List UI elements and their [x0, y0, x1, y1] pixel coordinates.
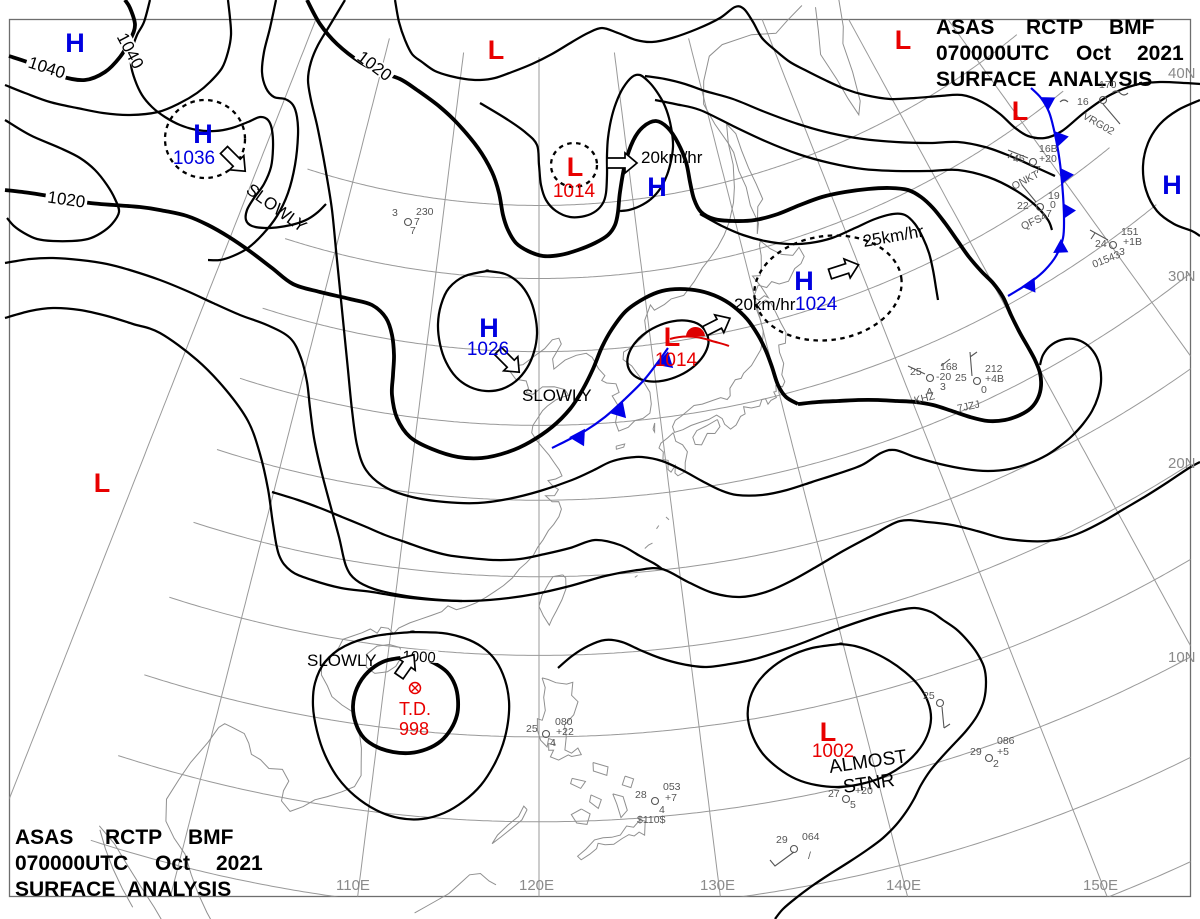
svg-text:1014: 1014	[655, 350, 698, 371]
svg-text:SURFACE: SURFACE	[15, 878, 115, 901]
svg-text:16: 16	[1077, 96, 1089, 108]
svg-text:L: L	[664, 322, 681, 352]
svg-text:+22: +22	[556, 726, 574, 738]
svg-text:4: 4	[550, 737, 556, 749]
svg-text:L: L	[488, 35, 505, 65]
svg-text:1024: 1024	[795, 294, 838, 315]
svg-text:20N: 20N	[1168, 455, 1196, 472]
svg-text:22: 22	[1017, 200, 1029, 212]
svg-text:H: H	[479, 313, 499, 343]
svg-text:BMF: BMF	[1109, 16, 1155, 39]
svg-text:H: H	[65, 28, 85, 58]
svg-text:BMF: BMF	[188, 826, 234, 849]
svg-text:25: 25	[910, 366, 922, 378]
svg-text:H: H	[647, 172, 667, 202]
svg-text:SLOWLY: SLOWLY	[522, 386, 592, 405]
svg-text:L: L	[895, 25, 912, 55]
svg-text:7: 7	[1035, 164, 1041, 176]
svg-text:/: /	[808, 850, 811, 862]
svg-text:070000UTC: 070000UTC	[15, 852, 128, 875]
svg-text:27: 27	[828, 788, 840, 800]
svg-text:3: 3	[940, 381, 946, 393]
svg-text:3: 3	[392, 207, 398, 219]
svg-text:7: 7	[1046, 208, 1052, 220]
svg-text:H: H	[193, 119, 213, 149]
svg-text:064: 064	[802, 831, 820, 843]
svg-text:2: 2	[993, 758, 999, 770]
svg-text:1014: 1014	[553, 181, 596, 202]
svg-text:+7: +7	[665, 792, 677, 804]
svg-text:45: 45	[1013, 153, 1025, 165]
svg-text:+20: +20	[1039, 153, 1057, 165]
svg-text:A: A	[926, 386, 933, 398]
svg-text:24: 24	[1095, 238, 1107, 250]
svg-text:1036: 1036	[173, 148, 215, 169]
svg-text:-20: -20	[936, 371, 951, 383]
svg-text:ANALYSIS: ANALYSIS	[127, 878, 231, 901]
svg-text:SLOWLY: SLOWLY	[307, 651, 377, 670]
svg-text:16B: 16B	[1039, 143, 1058, 155]
svg-text:3: 3	[1119, 246, 1125, 258]
svg-text:+5: +5	[997, 746, 1009, 758]
svg-text:RCTP: RCTP	[105, 826, 162, 849]
svg-text:080: 080	[555, 716, 573, 728]
svg-text:SURFACE: SURFACE	[936, 68, 1036, 91]
svg-text:7: 7	[410, 225, 416, 237]
svg-text:40N: 40N	[1168, 65, 1196, 82]
svg-text:KHZ: KHZ	[913, 390, 937, 407]
svg-text:150E: 150E	[1083, 877, 1118, 894]
svg-text:212: 212	[985, 363, 1003, 375]
svg-text:ASAS: ASAS	[936, 16, 994, 39]
svg-text:Oct: Oct	[155, 852, 190, 875]
svg-text:0: 0	[981, 384, 987, 396]
svg-text:120E: 120E	[519, 877, 554, 894]
svg-text:7JZJ: 7JZJ	[956, 398, 981, 414]
svg-text:RCTP: RCTP	[1026, 16, 1083, 39]
svg-text:H: H	[794, 266, 814, 296]
svg-text:070000UTC: 070000UTC	[936, 42, 1049, 65]
svg-text:L: L	[567, 152, 584, 182]
svg-text:5: 5	[850, 799, 856, 811]
svg-text:Oct: Oct	[1076, 42, 1111, 65]
svg-text:7: 7	[414, 216, 420, 228]
svg-text:L: L	[820, 717, 837, 747]
svg-text:+20: +20	[855, 785, 873, 797]
svg-text:25: 25	[526, 723, 538, 735]
svg-text:29: 29	[776, 834, 788, 846]
svg-text:+4B: +4B	[985, 373, 1004, 385]
svg-text:25: 25	[955, 372, 967, 384]
svg-text:2021: 2021	[216, 852, 263, 875]
svg-text:+1B: +1B	[1123, 236, 1142, 248]
svg-text:1026: 1026	[467, 339, 509, 360]
svg-text:ANALYSIS: ANALYSIS	[1048, 68, 1152, 91]
svg-text:110E: 110E	[336, 877, 370, 894]
svg-text:T.D.: T.D.	[399, 699, 431, 719]
svg-text:20km/hr: 20km/hr	[641, 148, 703, 167]
svg-text:L: L	[94, 468, 111, 498]
svg-text:130E: 130E	[700, 877, 735, 894]
svg-text:ASAS: ASAS	[15, 826, 73, 849]
svg-text:H: H	[1162, 170, 1182, 200]
svg-text:L: L	[1012, 96, 1029, 126]
svg-text:998: 998	[399, 719, 429, 739]
svg-text:30N: 30N	[1168, 268, 1196, 285]
svg-text:25: 25	[923, 690, 935, 702]
svg-text:10N: 10N	[1168, 649, 1196, 666]
svg-text:4: 4	[659, 804, 665, 816]
svg-text:230: 230	[416, 206, 434, 218]
svg-text:19: 19	[1048, 190, 1060, 202]
svg-text:140E: 140E	[886, 877, 921, 894]
svg-text:0: 0	[1050, 199, 1056, 211]
svg-text:086: 086	[997, 735, 1015, 747]
svg-text:1002: 1002	[812, 741, 854, 762]
svg-text:28: 28	[635, 789, 647, 801]
svg-text:151: 151	[1121, 226, 1139, 238]
svg-text:20km/hr: 20km/hr	[734, 295, 796, 314]
svg-text:170: 170	[1099, 79, 1117, 91]
svg-text:2021: 2021	[1137, 42, 1184, 65]
svg-text:29: 29	[970, 746, 982, 758]
svg-text:053: 053	[663, 781, 681, 793]
svg-text:$110$: $110$	[637, 814, 666, 826]
